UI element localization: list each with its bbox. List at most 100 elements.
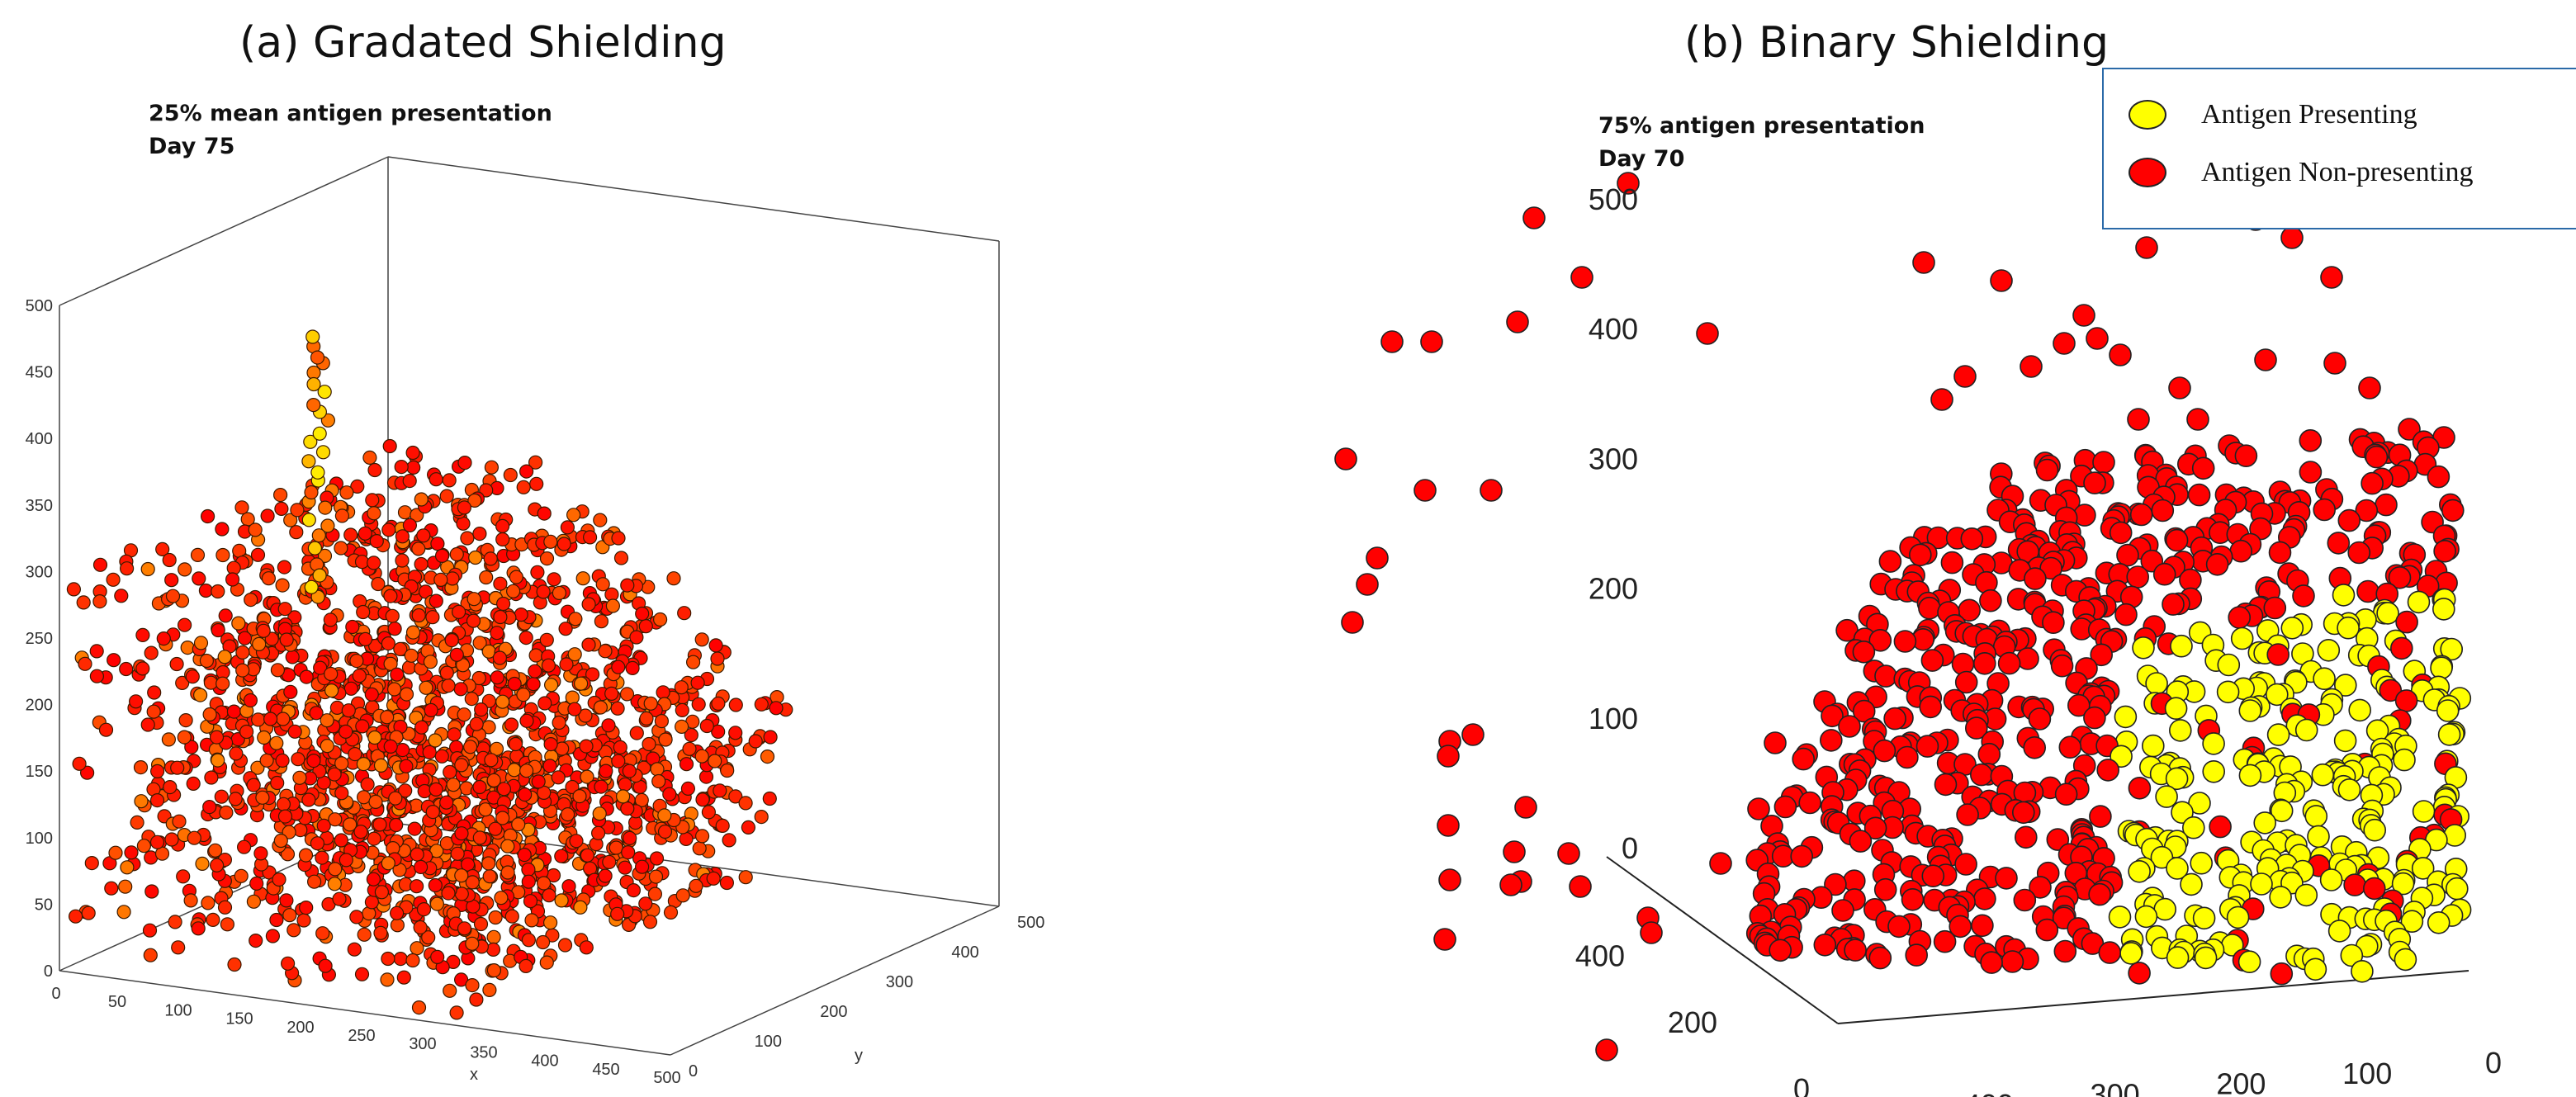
data-point-a	[178, 562, 192, 577]
data-point-a	[380, 710, 395, 725]
data-point-a	[372, 817, 387, 832]
data-point-b	[1873, 877, 1897, 901]
data-point-b	[2090, 643, 2114, 667]
data-point-b	[2035, 458, 2059, 482]
data-point-a	[679, 757, 694, 772]
data-point-a	[692, 841, 707, 856]
data-point-b	[2151, 499, 2175, 522]
data-point-a	[349, 910, 364, 924]
data-point-a	[178, 712, 193, 728]
data-point-a	[315, 850, 329, 865]
data-point-a	[473, 916, 489, 932]
data-point-a	[526, 677, 541, 692]
data-point-b	[2379, 679, 2403, 702]
data-point-a	[708, 754, 722, 768]
data-point-a	[464, 691, 479, 707]
z-tick-label-b: 300	[1589, 442, 1638, 475]
data-point-a	[283, 513, 298, 527]
legend-label-presenting: Antigen Presenting	[2201, 99, 2417, 130]
data-point-a	[185, 669, 200, 684]
data-point-a	[698, 769, 714, 784]
data-point-a	[519, 764, 534, 778]
data-point-a	[618, 860, 632, 875]
data-point-a	[651, 773, 666, 789]
data-point-b	[2058, 735, 2082, 759]
data-point-a	[296, 913, 311, 928]
data-point-a	[442, 473, 457, 488]
data-point-a	[484, 753, 499, 768]
y-tick-label-a: 100	[755, 1033, 782, 1051]
data-point-b	[2407, 590, 2431, 614]
data-point-a	[343, 817, 358, 832]
data-point-a	[728, 789, 743, 804]
data-point-b	[2092, 451, 2115, 474]
data-point-b	[2127, 408, 2150, 431]
data-point-b	[2351, 960, 2374, 983]
data-point-b	[1921, 864, 1945, 887]
data-point-a	[666, 571, 681, 586]
data-point-a	[649, 851, 665, 866]
data-point-b	[1747, 797, 1770, 820]
data-point-a	[535, 934, 551, 950]
data-point-a	[168, 915, 182, 929]
data-point-b	[2307, 825, 2330, 849]
data-point-a	[176, 869, 191, 884]
data-point-a	[621, 844, 636, 860]
data-point-a	[108, 845, 123, 860]
data-point-a	[495, 518, 510, 534]
z-tick-label-b: 500	[1589, 182, 1638, 216]
data-point-a	[334, 833, 348, 848]
data-point-b	[2299, 428, 2323, 452]
data-point-a	[251, 712, 266, 727]
data-point-a	[398, 783, 413, 798]
data-point-a	[531, 774, 546, 789]
data-point-a	[494, 891, 509, 905]
data-point-b	[2128, 776, 2152, 800]
data-point-b	[2234, 444, 2258, 468]
data-point-b	[2436, 699, 2460, 722]
data-point-a	[358, 526, 372, 541]
tick-labels-b: 500400300200100002004000100200300400500	[1575, 182, 2502, 1097]
z-tick-label-a: 500	[26, 297, 53, 315]
data-point-a	[488, 821, 503, 836]
data-point-a	[234, 500, 249, 515]
data-point-a	[253, 846, 268, 861]
data-point-a	[303, 434, 318, 449]
data-point-a	[405, 625, 421, 640]
data-point-b	[2358, 376, 2381, 400]
x-axis-label-a: x	[470, 1066, 478, 1084]
data-point-a	[177, 730, 192, 745]
data-point-a	[414, 492, 429, 507]
data-point-a	[580, 769, 594, 784]
y-tick-label-b: 0	[1793, 1072, 1810, 1097]
data-point-a	[560, 520, 575, 535]
data-point-a	[316, 818, 331, 834]
data-point-a	[394, 459, 409, 475]
data-point-b	[2202, 759, 2225, 783]
x-tick-label-b: 400	[1964, 1088, 2014, 1097]
data-point-b	[1506, 310, 1529, 333]
data-point-a	[447, 727, 462, 742]
data-point-b	[1824, 872, 1847, 896]
data-point-b	[1514, 796, 1537, 819]
data-point-a	[691, 697, 706, 712]
data-point-a	[763, 730, 778, 745]
data-point-b	[2191, 456, 2215, 480]
data-point-a	[561, 879, 576, 894]
data-point-a	[604, 686, 619, 702]
data-point-b	[1887, 915, 1911, 939]
data-point-a	[594, 614, 609, 629]
data-point-b	[1915, 735, 1939, 758]
data-point-a	[317, 548, 333, 564]
data-point-b	[1964, 716, 1988, 740]
data-point-a	[218, 608, 233, 623]
data-point-b	[2375, 493, 2398, 517]
annotation-b-day: Day 70	[1598, 146, 1685, 172]
data-point-a	[490, 626, 504, 641]
data-point-a	[444, 632, 459, 648]
data-point-a	[503, 467, 518, 483]
legend-entry-presenting: Antigen Presenting	[2129, 94, 2417, 135]
data-point-a	[313, 660, 328, 675]
data-point-a	[414, 720, 429, 735]
data-point-a	[345, 619, 360, 635]
